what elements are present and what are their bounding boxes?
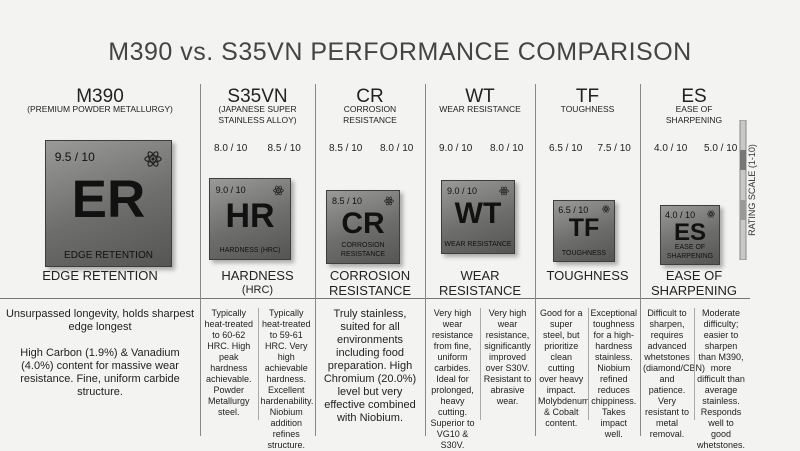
- score: 8.0 / 10: [214, 143, 248, 154]
- score: 8.5 / 10: [329, 143, 363, 154]
- cube-label: EASE OF SHARPENING: [666, 244, 714, 261]
- cube-code: WT: [454, 197, 502, 230]
- column-divider: [425, 84, 426, 436]
- score: 8.0 / 10: [380, 143, 414, 154]
- column-divider: [535, 84, 536, 436]
- cube-score: 9.0 / 10: [215, 184, 246, 195]
- label-line: TOUGHNESS: [546, 268, 629, 283]
- description: Difficult to sharpen, requires advanced …: [643, 308, 706, 439]
- description: Exceptional toughness for a high-hardnes…: [590, 308, 638, 439]
- label-line: HARDNESS: [221, 268, 294, 283]
- description: Unsurpassed longevity, holds sharpest ed…: [5, 308, 195, 398]
- description-divider: [694, 308, 695, 420]
- cube-code: TF: [568, 214, 600, 242]
- cube-score: 6.5 / 10: [558, 205, 589, 216]
- atom-icon: [707, 210, 715, 218]
- column-subtitle: (PREMIUM POWDER METALLURGY): [27, 104, 173, 114]
- atom-icon: [601, 205, 610, 213]
- cube-code: CR: [341, 207, 385, 240]
- description: Typically heat-treated to 59-61 HRC. Ver…: [260, 308, 314, 450]
- column-code: ES: [681, 86, 707, 107]
- description-divider: [587, 308, 589, 420]
- atom-icon: [273, 185, 285, 195]
- column-divider: [315, 84, 316, 436]
- score: 7.5 / 10: [597, 143, 631, 154]
- cube: 9.0 / 10 HR HARDNESS (HRC): [209, 178, 291, 260]
- score: 9.0 / 10: [439, 143, 473, 154]
- column-code: M390: [76, 86, 124, 107]
- cube-code: ES: [673, 219, 706, 246]
- atom-icon: [144, 150, 162, 167]
- description: Very high wear resistance, significantly…: [483, 308, 532, 406]
- cube-score: 9.0 / 10: [447, 186, 478, 197]
- atom-icon: [384, 196, 394, 206]
- description: Truly stainless, suited for all environm…: [323, 308, 417, 424]
- scale-label: RATING SCALE (1-10): [747, 144, 757, 236]
- column-subtitle: WEAR RESISTANCE: [439, 104, 521, 114]
- page: M390 vs. S35VN PERFORMANCE COMPARISON RA…: [0, 38, 757, 450]
- cube: 8.5 / 10 CR CORROSION RESISTANCE: [326, 190, 400, 264]
- score: 4.0 / 10: [654, 143, 688, 154]
- label-line: WEAR RESISTANCE: [438, 268, 522, 298]
- column-code: S35VN: [227, 86, 288, 107]
- column-subtitle: (JAPANESE SUPER STAINLESS ALLOY): [218, 104, 297, 125]
- label-line: CORROSION RESISTANCE: [328, 268, 412, 298]
- column-label: HARDNESS (HRC): [204, 268, 311, 298]
- cube-label: HARDNESS (HRC): [219, 247, 281, 254]
- column-label: EDGE RETENTION: [4, 268, 196, 283]
- column-divider: [200, 84, 201, 436]
- description: Very high wear resistance from fine, uni…: [430, 308, 475, 450]
- column-subtitle: TOUGHNESS: [560, 104, 615, 114]
- description-divider: [480, 308, 481, 420]
- column-label: CORROSION RESISTANCE: [319, 268, 421, 298]
- cube-score: 8.5 / 10: [332, 196, 363, 207]
- cube-label: CORROSION RESISTANCE: [340, 242, 386, 259]
- cube-label: WEAR RESISTANCE: [444, 241, 512, 249]
- score: 8.5 / 10: [267, 143, 301, 154]
- cube: 9.5 / 10 ER EDGE RETENTION: [45, 140, 172, 267]
- score: 8.0 / 10: [490, 143, 524, 154]
- cube-label: TOUGHNESS: [561, 250, 607, 257]
- label-line: (HRC): [241, 284, 274, 296]
- cube: 6.5 / 10 TF TOUGHNESS: [553, 200, 615, 262]
- description: Typically heat-treated to 60-62 HRC. Hig…: [204, 308, 254, 417]
- description: Moderate difficulty; easier to sharpen t…: [697, 308, 746, 450]
- column-divider: [640, 84, 641, 436]
- description-divider: [257, 308, 259, 420]
- column-subtitle: EASE OF SHARPENING: [665, 104, 723, 125]
- cube-score: 4.0 / 10: [665, 210, 696, 221]
- rating-scale: [739, 120, 747, 260]
- cube: 4.0 / 10 ES EASE OF SHARPENING: [660, 205, 720, 265]
- score: 5.0 / 10: [704, 143, 738, 154]
- description: Good for a super steel, but prioritize c…: [538, 308, 590, 428]
- column-code: WT: [465, 86, 495, 107]
- column-code: CR: [356, 86, 384, 107]
- column-subtitle: CORROSION RESISTANCE: [343, 104, 397, 125]
- cube: 9.0 / 10 WT WEAR RESISTANCE: [441, 180, 515, 254]
- title: M390 vs. S35VN PERFORMANCE COMPARISON: [108, 38, 692, 66]
- column-label: TOUGHNESS: [539, 268, 636, 283]
- label-line: EASE OF SHARPENING: [651, 268, 737, 298]
- divider: [0, 298, 750, 299]
- column-label: WEAR RESISTANCE: [429, 268, 531, 298]
- cube-code: ER: [71, 170, 146, 229]
- cube-label: EDGE RETENTION: [64, 249, 153, 261]
- column-label: EASE OF SHARPENING: [644, 268, 744, 298]
- column-code: TF: [575, 86, 600, 107]
- cube-code: HR: [225, 197, 275, 235]
- score: 6.5 / 10: [549, 143, 583, 154]
- atom-icon: [499, 186, 509, 196]
- cube-score: 9.5 / 10: [54, 149, 95, 164]
- label-line: EDGE RETENTION: [42, 268, 158, 283]
